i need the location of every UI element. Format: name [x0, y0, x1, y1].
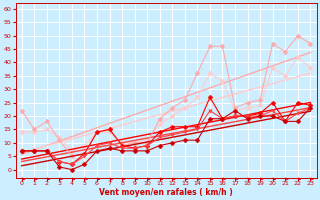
X-axis label: Vent moyen/en rafales ( km/h ): Vent moyen/en rafales ( km/h ) — [99, 188, 233, 197]
